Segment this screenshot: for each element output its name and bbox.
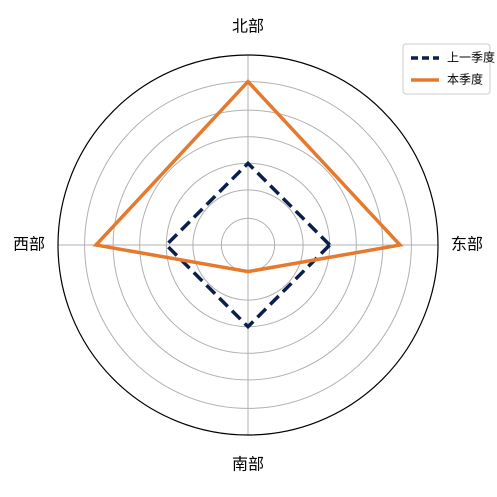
axis-label-south: 南部	[232, 455, 264, 474]
axis-label-north: 北部	[232, 17, 264, 36]
radar-grid	[58, 55, 438, 435]
legend: 上一季度 本季度	[403, 44, 495, 94]
axis-label-east: 东部	[451, 235, 483, 254]
legend-label-previous-quarter: 上一季度	[447, 50, 495, 65]
axis-label-west: 西部	[13, 235, 45, 254]
legend-label-current-quarter: 本季度	[447, 72, 483, 87]
